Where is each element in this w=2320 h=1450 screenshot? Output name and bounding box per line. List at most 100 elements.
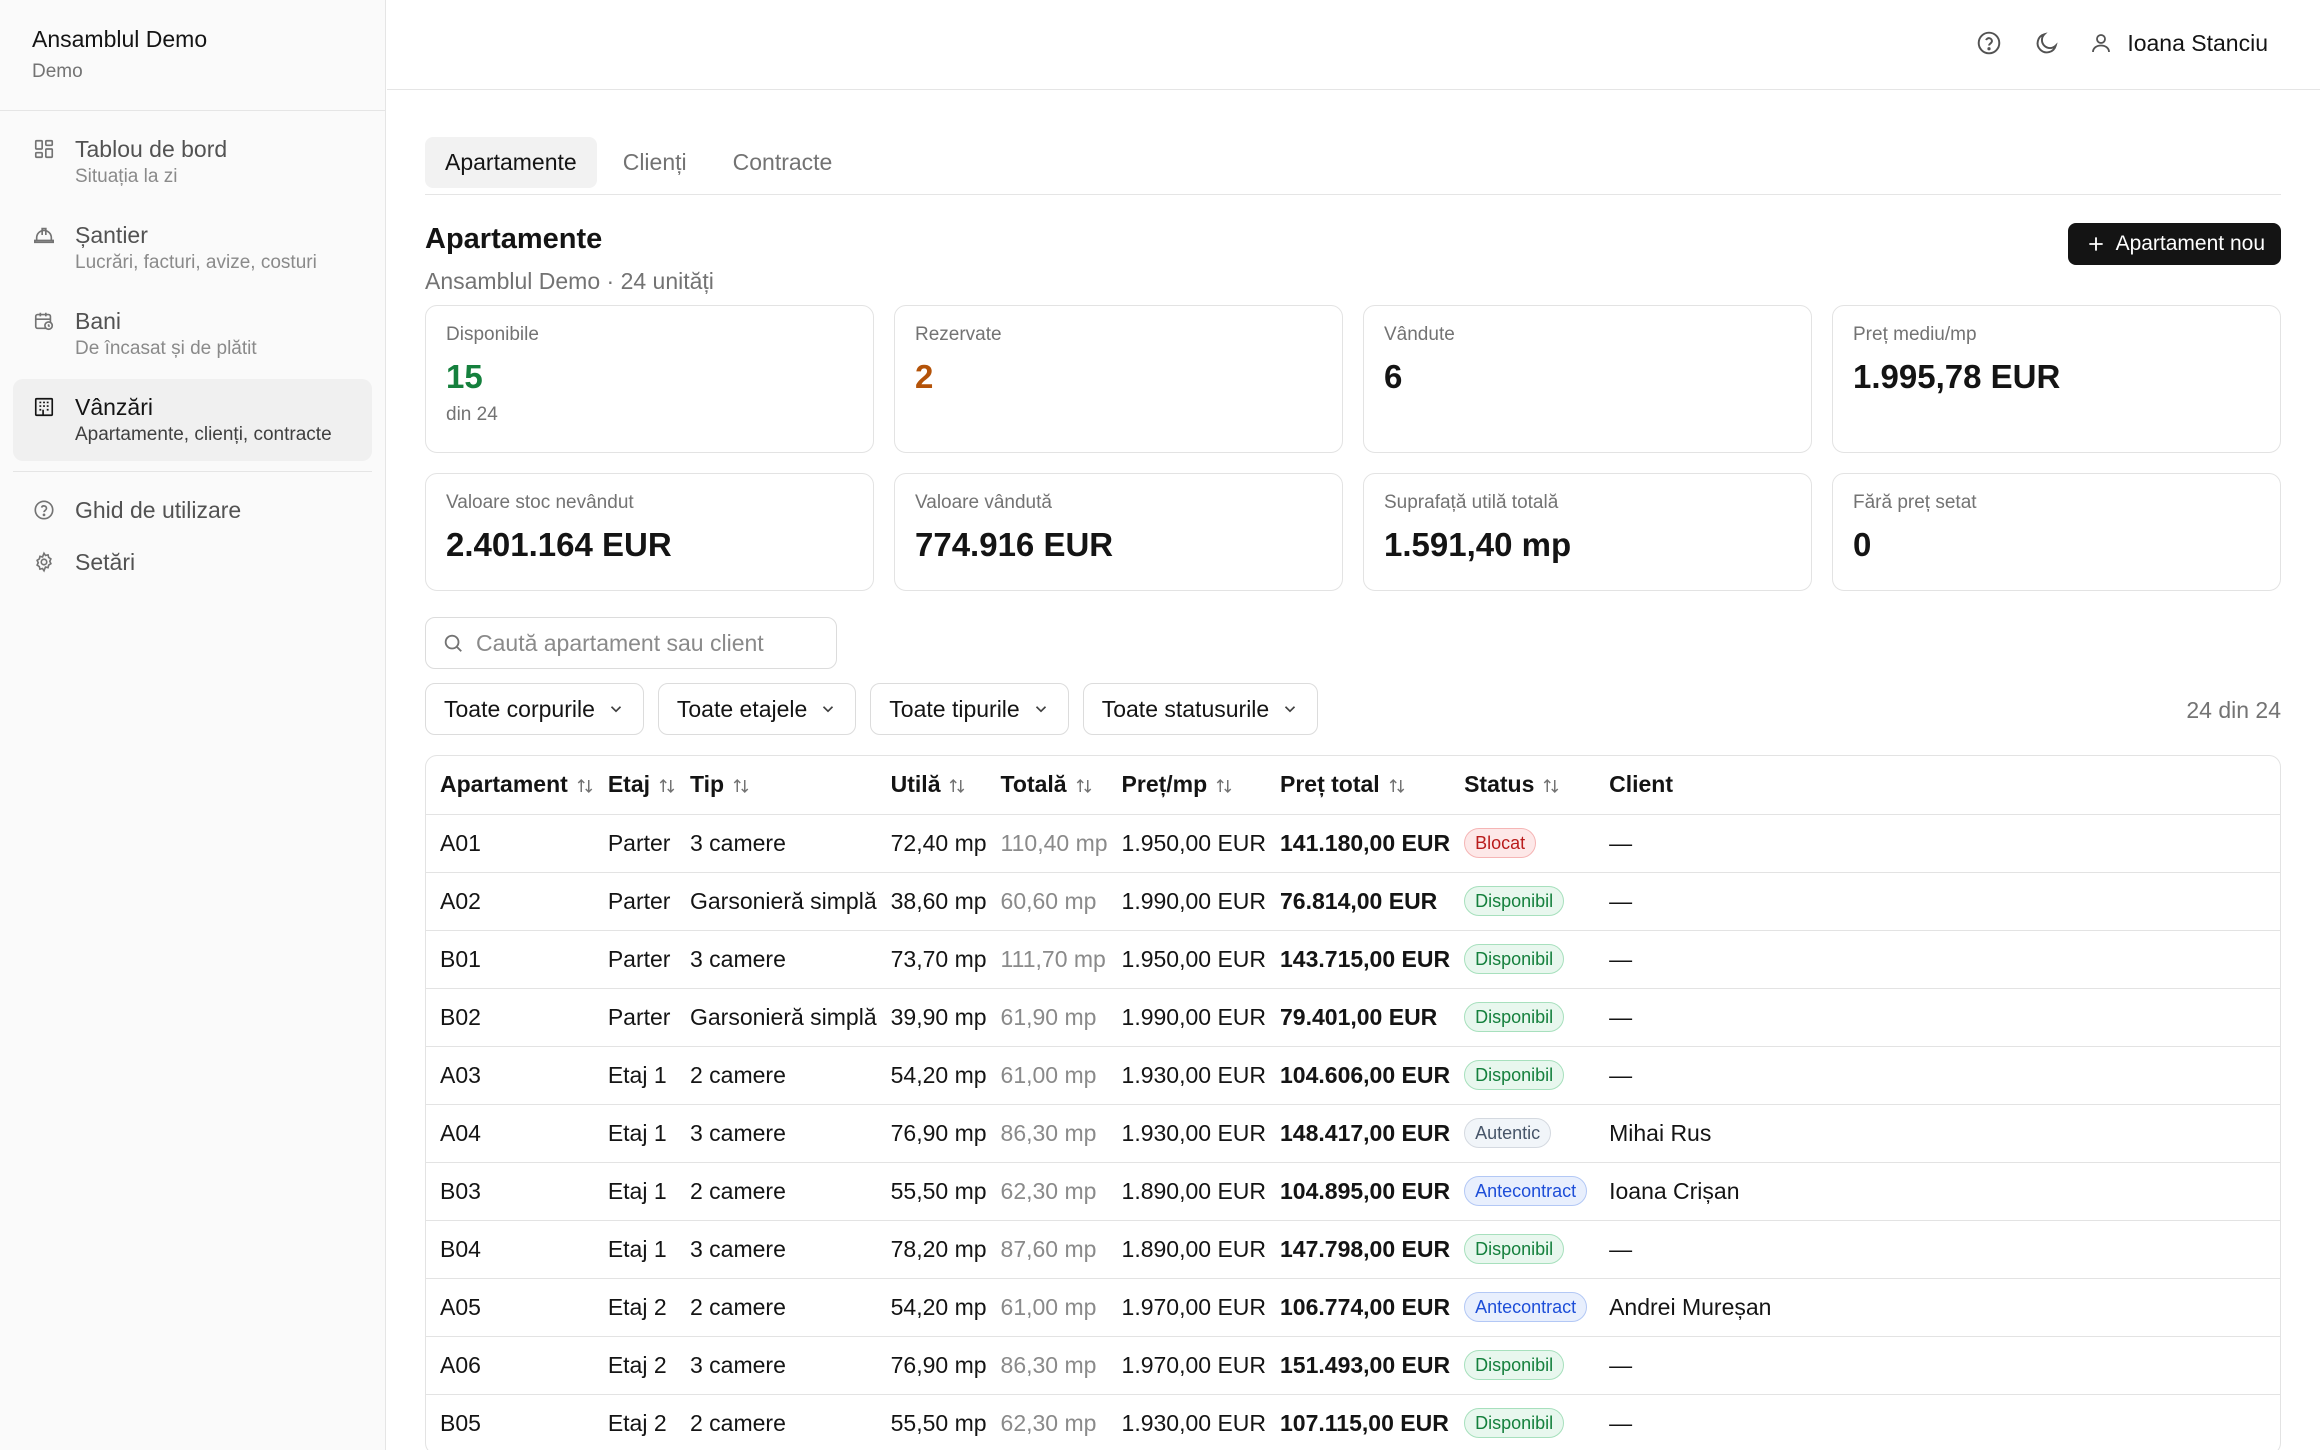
sort-icon[interactable] — [576, 777, 594, 795]
table-row[interactable]: B01 Parter 3 camere 73,70 mp 111,70 mp 1.950,… — [426, 930, 2280, 989]
sidebar-item-guide[interactable]: Ghid de utilizare — [13, 484, 372, 536]
table-cell: — — [1595, 1336, 2280, 1395]
stat-card-pret-mediu: Preț mediu/mp 1.995,78 EUR — [1832, 305, 2281, 453]
table-cell: 72,40 mp — [876, 814, 987, 873]
column-header-label: Client — [1609, 771, 1673, 798]
stat-card-disponibile: Disponibile 15 din 24 — [425, 305, 874, 453]
sidebar-item-settings[interactable]: Setări — [13, 536, 372, 588]
chevron-down-icon — [1285, 706, 1296, 713]
sort-icon[interactable] — [1388, 777, 1406, 795]
table-cell: B04 — [426, 1220, 594, 1279]
table-cell: Parter — [593, 930, 676, 989]
sort-icon[interactable] — [732, 777, 750, 795]
filter-tip-select[interactable]: Toate tipurile — [870, 683, 1069, 735]
stat-label: Preț mediu/mp — [1853, 324, 1977, 345]
filter-corp-select[interactable]: Toate corpurile — [425, 683, 644, 735]
column-header[interactable]: Status — [1450, 756, 1596, 815]
table-cell: 54,20 mp — [876, 1046, 987, 1105]
sidebar-item-dashboard[interactable]: Tablou de bord Situația la zi — [13, 121, 372, 203]
table-cell: 39,90 mp — [876, 988, 987, 1047]
table-cell: 86,30 mp — [986, 1104, 1108, 1163]
sidebar-item-label: Vânzări — [75, 394, 153, 420]
table-cell: 110,40 mp — [986, 814, 1108, 873]
sort-icon[interactable] — [1215, 777, 1233, 795]
table-row[interactable]: A02 Parter Garsonieră simplă 38,60 mp 60,60 … — [426, 872, 2280, 931]
table-cell: Etaj 2 — [593, 1336, 676, 1395]
column-header[interactable]: Preț/mp — [1107, 756, 1267, 815]
column-header[interactable]: Preț total — [1266, 756, 1451, 815]
table-cell: 3 camere — [676, 814, 877, 873]
tab-clienti[interactable]: Clienți — [622, 148, 687, 175]
page-subtitle: Ansamblul Demo · 24 unități — [425, 268, 714, 294]
sort-icon[interactable] — [1542, 777, 1560, 795]
filter-corp-value: Toate corpurile — [444, 695, 595, 722]
moon-icon[interactable] — [2031, 27, 2063, 59]
table-cell: Autentic — [1450, 1104, 1596, 1163]
table-cell: 55,50 mp — [876, 1394, 987, 1450]
column-header[interactable]: Totală — [986, 756, 1108, 815]
table-cell: 151.493,00 EUR — [1266, 1336, 1451, 1395]
sidebar-item-label: Ghid de utilizare — [75, 497, 242, 523]
apartments-table-container: Apartament Etaj Tip Utilă Totală Preț/mp Preț … — [425, 755, 2281, 1450]
column-header-label: Apartament — [440, 771, 568, 798]
column-header[interactable]: Utilă — [876, 756, 987, 815]
calendar-money-icon — [33, 310, 55, 332]
column-header-label: Etaj — [607, 771, 650, 798]
help-icon[interactable] — [1973, 27, 2005, 59]
table-cell: — — [1595, 814, 2280, 873]
table-cell: 1.990,00 EUR — [1107, 872, 1267, 931]
stat-card-valoare-vanduta: Valoare vândută 774.916 EUR — [894, 473, 1343, 591]
column-header-label: Status — [1464, 771, 1535, 798]
stat-value: 0 — [1853, 526, 1872, 563]
sort-icon[interactable] — [948, 777, 966, 795]
filter-status-select[interactable]: Toate statusurile — [1082, 683, 1319, 735]
table-cell: B02 — [426, 988, 594, 1047]
sidebar-item-bani[interactable]: Bani De încasat și de plătit — [13, 293, 372, 375]
apartments-table: Apartament Etaj Tip Utilă Totală Preț/mp Preț … — [426, 756, 2280, 1450]
status-badge: Disponibil — [1464, 1408, 1565, 1438]
sidebar-item-santier[interactable]: Șantier Lucrări, facturi, avize, costuri — [13, 207, 372, 289]
new-apartment-button[interactable]: Apartament nou — [2067, 223, 2281, 265]
table-row[interactable]: A01 Parter 3 camere 72,40 mp 110,40 mp 1.950,… — [426, 814, 2280, 873]
table-cell: 1.930,00 EUR — [1107, 1104, 1267, 1163]
status-badge: Disponibil — [1464, 1234, 1565, 1264]
column-header[interactable]: Tip — [676, 756, 877, 815]
table-cell: 1.950,00 EUR — [1107, 930, 1267, 989]
table-cell: — — [1595, 1394, 2280, 1450]
plus-icon — [2088, 237, 2103, 251]
header-actions: Ioana Stanciu — [1947, 27, 2268, 59]
sort-icon[interactable] — [1075, 777, 1093, 795]
table-cell: 55,50 mp — [876, 1162, 987, 1221]
column-header[interactable]: Etaj — [593, 756, 676, 815]
tab-contracte[interactable]: Contracte — [732, 148, 833, 175]
stat-card-valoare-stoc: Valoare stoc nevândut 2.401.164 EUR — [425, 473, 874, 591]
table-cell: Parter — [593, 872, 676, 931]
column-header[interactable]: Apartament — [426, 756, 594, 815]
table-row[interactable]: B02 Parter Garsonieră simplă 39,90 mp 61,90 … — [426, 988, 2280, 1047]
result-count: 24 din 24 — [2186, 697, 2281, 723]
table-cell: Etaj 1 — [593, 1162, 676, 1221]
brand-subtitle: Demo — [32, 61, 83, 82]
sidebar-item-vanzari[interactable]: Vânzări Apartamente, clienți, contracte — [13, 379, 372, 461]
stat-card-rezervate: Rezervate 2 — [894, 305, 1343, 453]
sort-icon[interactable] — [658, 777, 676, 795]
status-badge: Blocat — [1464, 828, 1537, 858]
search-input[interactable] — [476, 629, 816, 657]
user-menu[interactable]: Ioana Stanciu — [2089, 30, 2268, 57]
table-cell: 73,70 mp — [876, 930, 987, 989]
table-cell: 60,60 mp — [986, 872, 1108, 931]
column-header-label: Tip — [690, 771, 725, 798]
table-cell: — — [1595, 872, 2280, 931]
chevron-down-icon — [823, 706, 834, 713]
filter-etaj-select[interactable]: Toate etajele — [657, 683, 857, 735]
status-badge: Disponibil — [1464, 886, 1565, 916]
tab-apartamente[interactable]: Apartamente — [425, 136, 597, 188]
table-cell: 61,00 mp — [986, 1278, 1108, 1337]
